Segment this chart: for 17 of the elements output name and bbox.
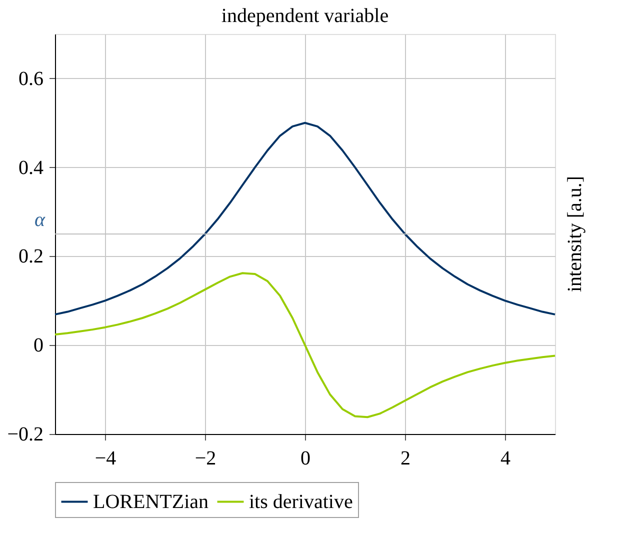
x-tick-label: 4	[500, 448, 510, 470]
line-series	[54, 122, 556, 316]
ref-line-label: α	[34, 209, 46, 231]
y-tick-label: 0.6	[18, 68, 44, 90]
legend-label: its derivative	[249, 490, 353, 513]
x-tick-label: 2	[400, 448, 410, 470]
y-axis-title: intensity [a.u.]	[564, 176, 586, 292]
y-tick-label: 0.2	[18, 246, 44, 268]
x-tick-label: 0	[300, 448, 310, 470]
x-tick-label: −2	[194, 448, 216, 470]
line-series	[54, 272, 556, 418]
x-tick-label: −4	[94, 448, 116, 470]
legend-label: LORENTZian	[93, 490, 209, 513]
y-tick-label: 0	[34, 334, 44, 357]
x-axis-title: independent variable	[221, 5, 389, 27]
y-tick-label: −0.2	[7, 424, 44, 446]
y-tick-label: 0.4	[18, 156, 44, 179]
